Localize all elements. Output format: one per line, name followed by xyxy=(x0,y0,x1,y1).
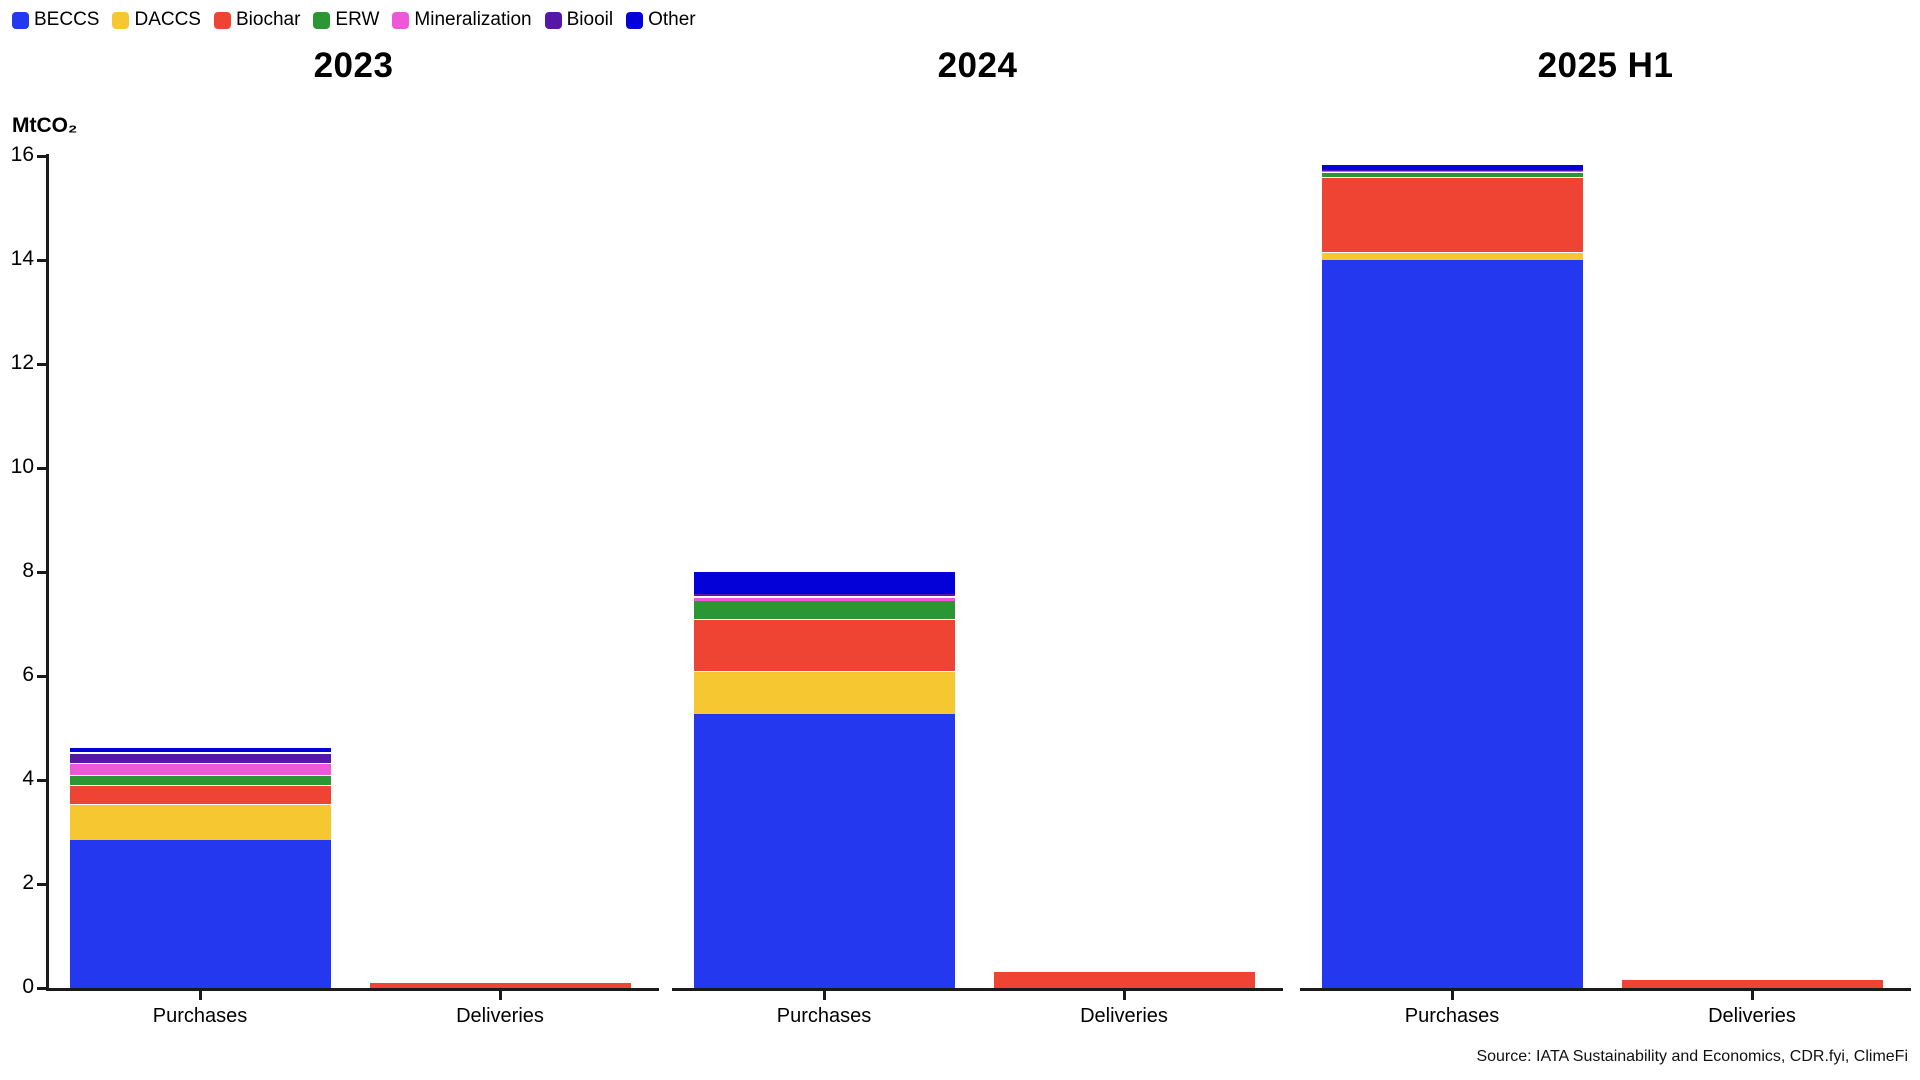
x-axis-line xyxy=(48,988,659,991)
bar-segment-biochar xyxy=(69,785,331,804)
category-label-purchases: Purchases xyxy=(152,1005,248,1027)
y-axis-tick xyxy=(37,363,46,366)
y-axis-tick xyxy=(37,987,46,990)
bar-segment-biooil xyxy=(1321,170,1583,171)
x-axis-tick xyxy=(1751,991,1754,1000)
y-axis-line xyxy=(46,154,49,991)
legend-item-label: Biooil xyxy=(566,9,614,30)
bar-segment-mineralization xyxy=(69,763,331,775)
bar-segment-mineralization xyxy=(693,597,955,601)
bar-segment-other xyxy=(693,571,955,594)
category-label-purchases: Purchases xyxy=(776,1005,872,1027)
legend-item-beccs: BECCS xyxy=(12,8,99,32)
bar-segment-biooil xyxy=(69,753,331,763)
legend-item-label: Other xyxy=(648,9,696,30)
bar-segment-beccs xyxy=(693,714,955,988)
y-axis-tick xyxy=(37,571,46,574)
y-axis-tick-label: 14 xyxy=(10,247,34,270)
legend-swatch-icon xyxy=(213,11,231,29)
bar-segment-beccs xyxy=(69,840,331,988)
legend-item-daccs: DACCS xyxy=(112,8,201,32)
y-axis-tick xyxy=(37,467,46,470)
legend-item-biochar: Biochar xyxy=(213,8,301,32)
legend-swatch-icon xyxy=(544,11,562,29)
x-axis-tick xyxy=(199,991,202,1000)
panel-title-2023: 2023 xyxy=(313,46,394,85)
y-axis-tick-label: 4 xyxy=(22,767,34,790)
bar-2023-deliveries xyxy=(369,983,631,988)
legend-item-other: Other xyxy=(626,8,696,32)
y-axis-tick-label: 6 xyxy=(22,663,34,686)
bar-segment-other xyxy=(1321,164,1583,170)
category-label-deliveries: Deliveries xyxy=(1708,1005,1796,1027)
y-axis-unit-label: MtCO₂ xyxy=(12,114,78,137)
legend-item-erw: ERW xyxy=(313,8,379,32)
legend-swatch-icon xyxy=(313,11,331,29)
x-axis-tick xyxy=(823,991,826,1000)
legend-item-biooil: Biooil xyxy=(544,8,614,32)
x-axis-tick xyxy=(1123,991,1126,1000)
legend-item-label: DACCS xyxy=(134,9,201,30)
bar-segment-daccs xyxy=(693,671,955,714)
bar-segment-biochar xyxy=(369,983,631,988)
panel-title-2025-h1: 2025 H1 xyxy=(1537,46,1674,85)
bar-segment-erw xyxy=(1321,172,1583,177)
bar-2023-purchases xyxy=(69,747,331,988)
bar-2025-h1-deliveries xyxy=(1621,980,1883,988)
y-axis-tick-label: 16 xyxy=(10,143,34,166)
bar-segment-erw xyxy=(69,775,331,785)
y-axis-tick xyxy=(37,883,46,886)
legend-item-label: Mineralization xyxy=(414,9,532,30)
bar-segment-biochar xyxy=(693,619,955,671)
y-axis-tick xyxy=(37,779,46,782)
x-axis-line xyxy=(672,988,1283,991)
legend-swatch-icon xyxy=(12,11,29,29)
bar-segment-daccs xyxy=(1321,252,1583,260)
bar-segment-other xyxy=(69,747,331,752)
bar-segment-erw xyxy=(693,600,955,619)
y-axis-tick-label: 10 xyxy=(10,455,34,478)
bar-segment-biochar xyxy=(993,972,1255,988)
bar-segment-biochar xyxy=(1321,177,1583,252)
legend-item-label: BECCS xyxy=(34,9,100,30)
x-axis-tick xyxy=(499,991,502,1000)
legend-item-label: Biochar xyxy=(235,9,301,30)
legend-item-label: ERW xyxy=(335,9,380,30)
bar-segment-mineralization xyxy=(1321,171,1583,172)
y-axis-tick-label: 12 xyxy=(10,351,34,374)
category-label-deliveries: Deliveries xyxy=(1080,1005,1168,1027)
x-axis-line xyxy=(1300,988,1911,991)
bar-2024-purchases xyxy=(693,571,955,988)
legend-swatch-icon xyxy=(112,11,130,29)
bar-2025-h1-purchases xyxy=(1321,164,1583,988)
bar-segment-biochar xyxy=(1621,980,1883,988)
y-axis-tick-label: 8 xyxy=(22,559,34,582)
legend-item-mineralization: Mineralization xyxy=(392,8,532,32)
bar-segment-daccs xyxy=(69,804,331,840)
y-axis-tick-label: 2 xyxy=(22,871,34,894)
legend: BECCS DACCS Biochar ERW Mineralization Biooil… xyxy=(12,8,709,32)
y-axis-tick xyxy=(37,259,46,262)
category-label-deliveries: Deliveries xyxy=(456,1005,544,1027)
bar-segment-biooil xyxy=(693,594,955,596)
legend-swatch-icon xyxy=(626,11,644,29)
y-axis-tick xyxy=(37,675,46,678)
category-label-purchases: Purchases xyxy=(1404,1005,1500,1027)
bar-2024-deliveries xyxy=(993,972,1255,988)
y-axis-tick-label: 0 xyxy=(22,975,34,998)
panel-title-2024: 2024 xyxy=(937,46,1018,85)
legend-swatch-icon xyxy=(392,11,410,29)
y-axis-tick xyxy=(37,155,46,158)
source-note: Source: IATA Sustainability and Economic… xyxy=(1476,1048,1908,1065)
x-axis-tick xyxy=(1451,991,1454,1000)
bar-segment-beccs xyxy=(1321,260,1583,988)
